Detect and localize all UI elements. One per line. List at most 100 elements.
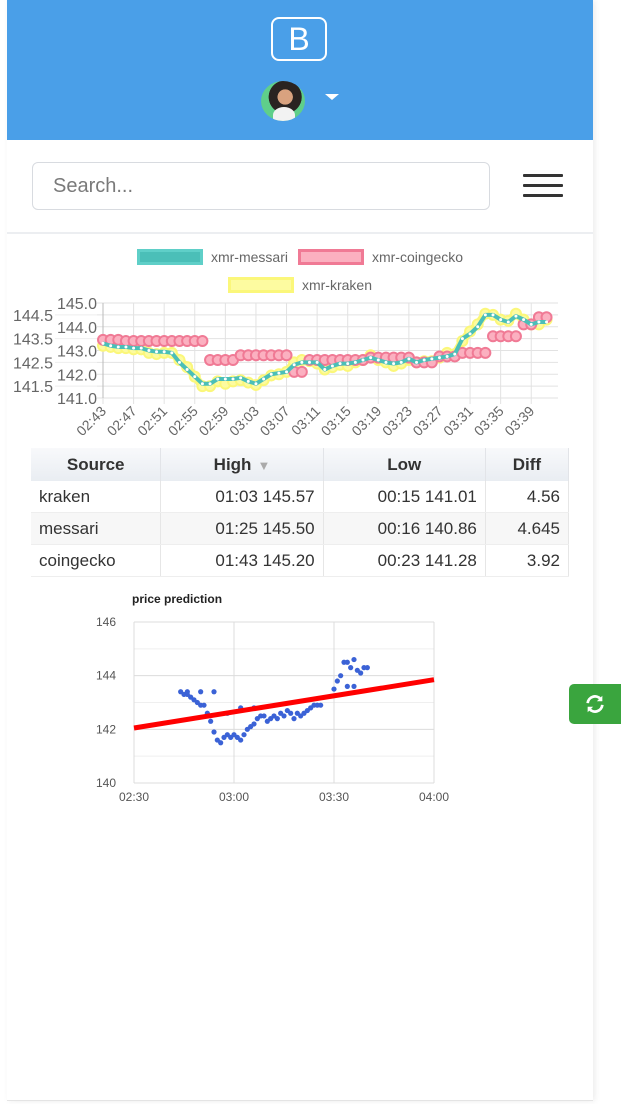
data-point-xmr-messari (177, 360, 181, 364)
data-point-xmr-messari (330, 364, 334, 368)
x-tick-label: 03:31 (440, 403, 476, 439)
x-tick-label: 04:00 (419, 790, 449, 804)
table-row: coingecko 01:43 145.20 00:23 141.28 3.92 (31, 544, 570, 577)
legend-item-kraken[interactable]: xmr-kraken (227, 277, 372, 293)
column-header-low[interactable]: Low (323, 448, 486, 481)
data-point-xmr-messari (124, 345, 128, 349)
data-point (344, 683, 350, 689)
data-point-xmr-messari (392, 362, 396, 366)
x-tick-label: 03:30 (319, 790, 349, 804)
y-tick-label: 143.0 (57, 344, 97, 361)
data-point-xmr-coingecko (295, 365, 308, 378)
data-point (211, 689, 217, 695)
data-point-xmr-messari (445, 354, 449, 358)
data-point-xmr-messari (399, 360, 403, 364)
x-tick-label: 03:11 (288, 403, 324, 439)
data-point-xmr-messari (109, 344, 113, 348)
hamburger-menu-icon[interactable] (523, 174, 563, 198)
data-point-xmr-messari (231, 377, 235, 381)
data-point-xmr-messari (193, 375, 197, 379)
x-tick-label: 03:35 (471, 403, 507, 439)
cell-low: 00:16 140.86 (323, 512, 486, 545)
data-point (261, 713, 267, 719)
legend-label: xmr-kraken (301, 277, 372, 293)
data-point (358, 670, 364, 676)
data-point-xmr-coingecko (196, 335, 209, 347)
data-point-xmr-messari (162, 350, 166, 354)
data-point-xmr-messari (384, 360, 388, 364)
legend-label: xmr-messari (210, 249, 288, 265)
data-point (251, 721, 257, 727)
x-tick-label: 03:27 (409, 403, 445, 439)
x-tick-label: 03:07 (257, 403, 293, 439)
refresh-button[interactable] (569, 684, 621, 724)
price-line-chart: 141.0141.5142.0142.5143.0143.5144.0144.5… (13, 296, 558, 439)
column-header-diff[interactable]: Diff (485, 448, 570, 481)
data-point (274, 716, 280, 722)
avatar[interactable] (261, 81, 305, 121)
data-point (334, 678, 340, 684)
sort-desc-icon: ▼ (257, 457, 271, 473)
refresh-icon (586, 695, 604, 713)
data-point-xmr-messari (376, 358, 380, 362)
data-point (288, 710, 294, 716)
data-point (211, 729, 217, 735)
data-point (184, 689, 190, 695)
data-point-xmr-coingecko (509, 330, 522, 343)
brand-logo[interactable]: B (271, 17, 327, 61)
x-tick-label: 02:55 (165, 403, 201, 439)
data-point (344, 659, 350, 665)
legend-item-coingecko[interactable]: xmr-coingecko (297, 249, 464, 265)
column-header-high[interactable]: High ▼ (160, 448, 324, 481)
data-point (364, 665, 370, 671)
data-point-xmr-messari (300, 360, 304, 364)
caret-down-icon[interactable] (325, 94, 339, 100)
data-point-xmr-messari (239, 376, 243, 380)
data-point-xmr-messari (499, 318, 503, 322)
table-row: messari 01:25 145.50 00:16 140.86 4.645 (31, 512, 570, 545)
legend-label: xmr-coingecko (371, 249, 464, 265)
y-tick-label: 141.0 (57, 391, 97, 408)
data-point (291, 716, 297, 722)
data-point-xmr-messari (262, 377, 266, 381)
data-point-xmr-messari (537, 320, 541, 324)
x-tick-label: 02:30 (119, 790, 149, 804)
data-point-xmr-messari (545, 320, 549, 324)
data-point-xmr-messari (437, 356, 441, 360)
data-point-xmr-messari (353, 360, 357, 364)
table-row: kraken 01:03 145.57 00:15 141.01 4.56 (31, 481, 570, 513)
x-tick-label: 03:19 (348, 403, 384, 439)
data-point-xmr-messari (483, 313, 487, 317)
header-bar: B (7, 0, 593, 140)
data-point-xmr-messari (422, 358, 426, 362)
search-input[interactable] (32, 162, 490, 210)
legend-item-messari[interactable]: xmr-messari (136, 249, 288, 265)
data-point-xmr-messari (468, 332, 472, 336)
data-point (201, 702, 207, 708)
data-point-xmr-messari (254, 382, 258, 386)
data-point (238, 737, 244, 743)
x-tick-label: 03:23 (379, 403, 415, 439)
data-point-xmr-messari (246, 379, 250, 383)
data-point-xmr-messari (522, 318, 526, 322)
data-point (241, 732, 247, 738)
cell-high: 01:43 145.20 (160, 544, 324, 577)
column-header-source[interactable]: Source (31, 448, 162, 481)
data-point-xmr-messari (369, 356, 373, 360)
data-point (331, 686, 337, 692)
cell-source: coingecko (31, 544, 162, 577)
cell-diff: 3.92 (485, 544, 570, 577)
x-tick-label: 03:03 (226, 403, 262, 439)
cell-high: 01:25 145.50 (160, 512, 324, 545)
data-point-xmr-messari (269, 372, 273, 376)
stats-table: Source High ▼ Low Diff kraken 01:03 145.57… (31, 448, 570, 577)
data-point-xmr-messari (185, 368, 189, 371)
data-point-xmr-messari (139, 346, 143, 350)
y-tick-label: 144.0 (57, 320, 97, 337)
data-point-xmr-messari (361, 358, 365, 362)
divider (7, 232, 593, 234)
data-point-xmr-messari (132, 346, 136, 350)
data-point-xmr-coingecko (280, 349, 293, 362)
data-point-xmr-messari (155, 350, 159, 354)
chart-title: price prediction (132, 592, 222, 606)
